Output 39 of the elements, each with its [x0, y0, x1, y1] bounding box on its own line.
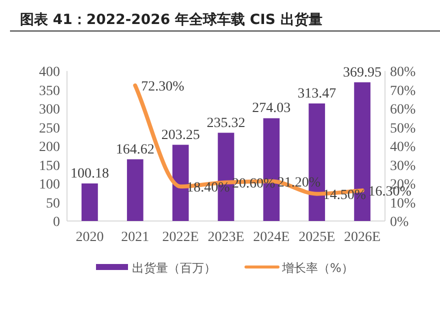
y-tick-label: 150	[39, 158, 60, 174]
x-tick-label: 2023E	[208, 230, 244, 245]
bar	[126, 159, 144, 221]
y-tick-label: 0	[53, 215, 60, 230]
y2-tick-label: 50%	[390, 121, 416, 136]
data-label: 274.03	[252, 101, 291, 116]
y2-tick-label: 70%	[390, 84, 416, 99]
y2-tick-label: 30%	[390, 158, 416, 174]
data-label: 235.32	[206, 116, 246, 131]
y2-tick-label: 80%	[390, 65, 416, 80]
y-tick-label: 300	[39, 102, 60, 118]
x-tick-label: 2021	[121, 230, 150, 245]
y-tick-label: 250	[39, 121, 60, 136]
data-label: 313.47	[298, 86, 336, 102]
x-tick-label: 2025E	[298, 230, 336, 245]
y-tick-label: 50	[46, 196, 60, 212]
data-label: 164.62	[116, 142, 154, 158]
x-tick-label: 2020	[76, 230, 104, 245]
y-tick-label: 100	[39, 178, 60, 192]
data-label: 100.18	[70, 166, 109, 182]
x-tick-label: 2026E	[344, 230, 381, 245]
y-tick-label: 350	[39, 84, 60, 99]
y2-tick-label: 0%	[390, 215, 409, 230]
data-label: 369.95	[343, 65, 382, 80]
chart-title: 图表 41：2022-2026 年全球车载 CIS 出货量	[20, 11, 322, 28]
data-label: 20.60%	[232, 176, 276, 192]
x-tick-label: 2024E	[253, 230, 290, 245]
y2-tick-label: 60%	[390, 102, 416, 118]
y-tick-label: 200	[39, 140, 60, 155]
legend-label: 增长率（%）	[281, 261, 354, 275]
y2-tick-label: 40%	[390, 140, 416, 155]
legend-label: 出货量（百万）	[132, 261, 216, 275]
y2-tick-label: 10%	[390, 196, 416, 212]
x-tick-label: 2022E	[162, 230, 199, 245]
bar	[82, 183, 98, 221]
bar	[172, 144, 189, 221]
data-label: 72.30%	[141, 79, 185, 94]
y-tick-label: 400	[39, 65, 60, 80]
data-label: 203.25	[161, 128, 200, 143]
